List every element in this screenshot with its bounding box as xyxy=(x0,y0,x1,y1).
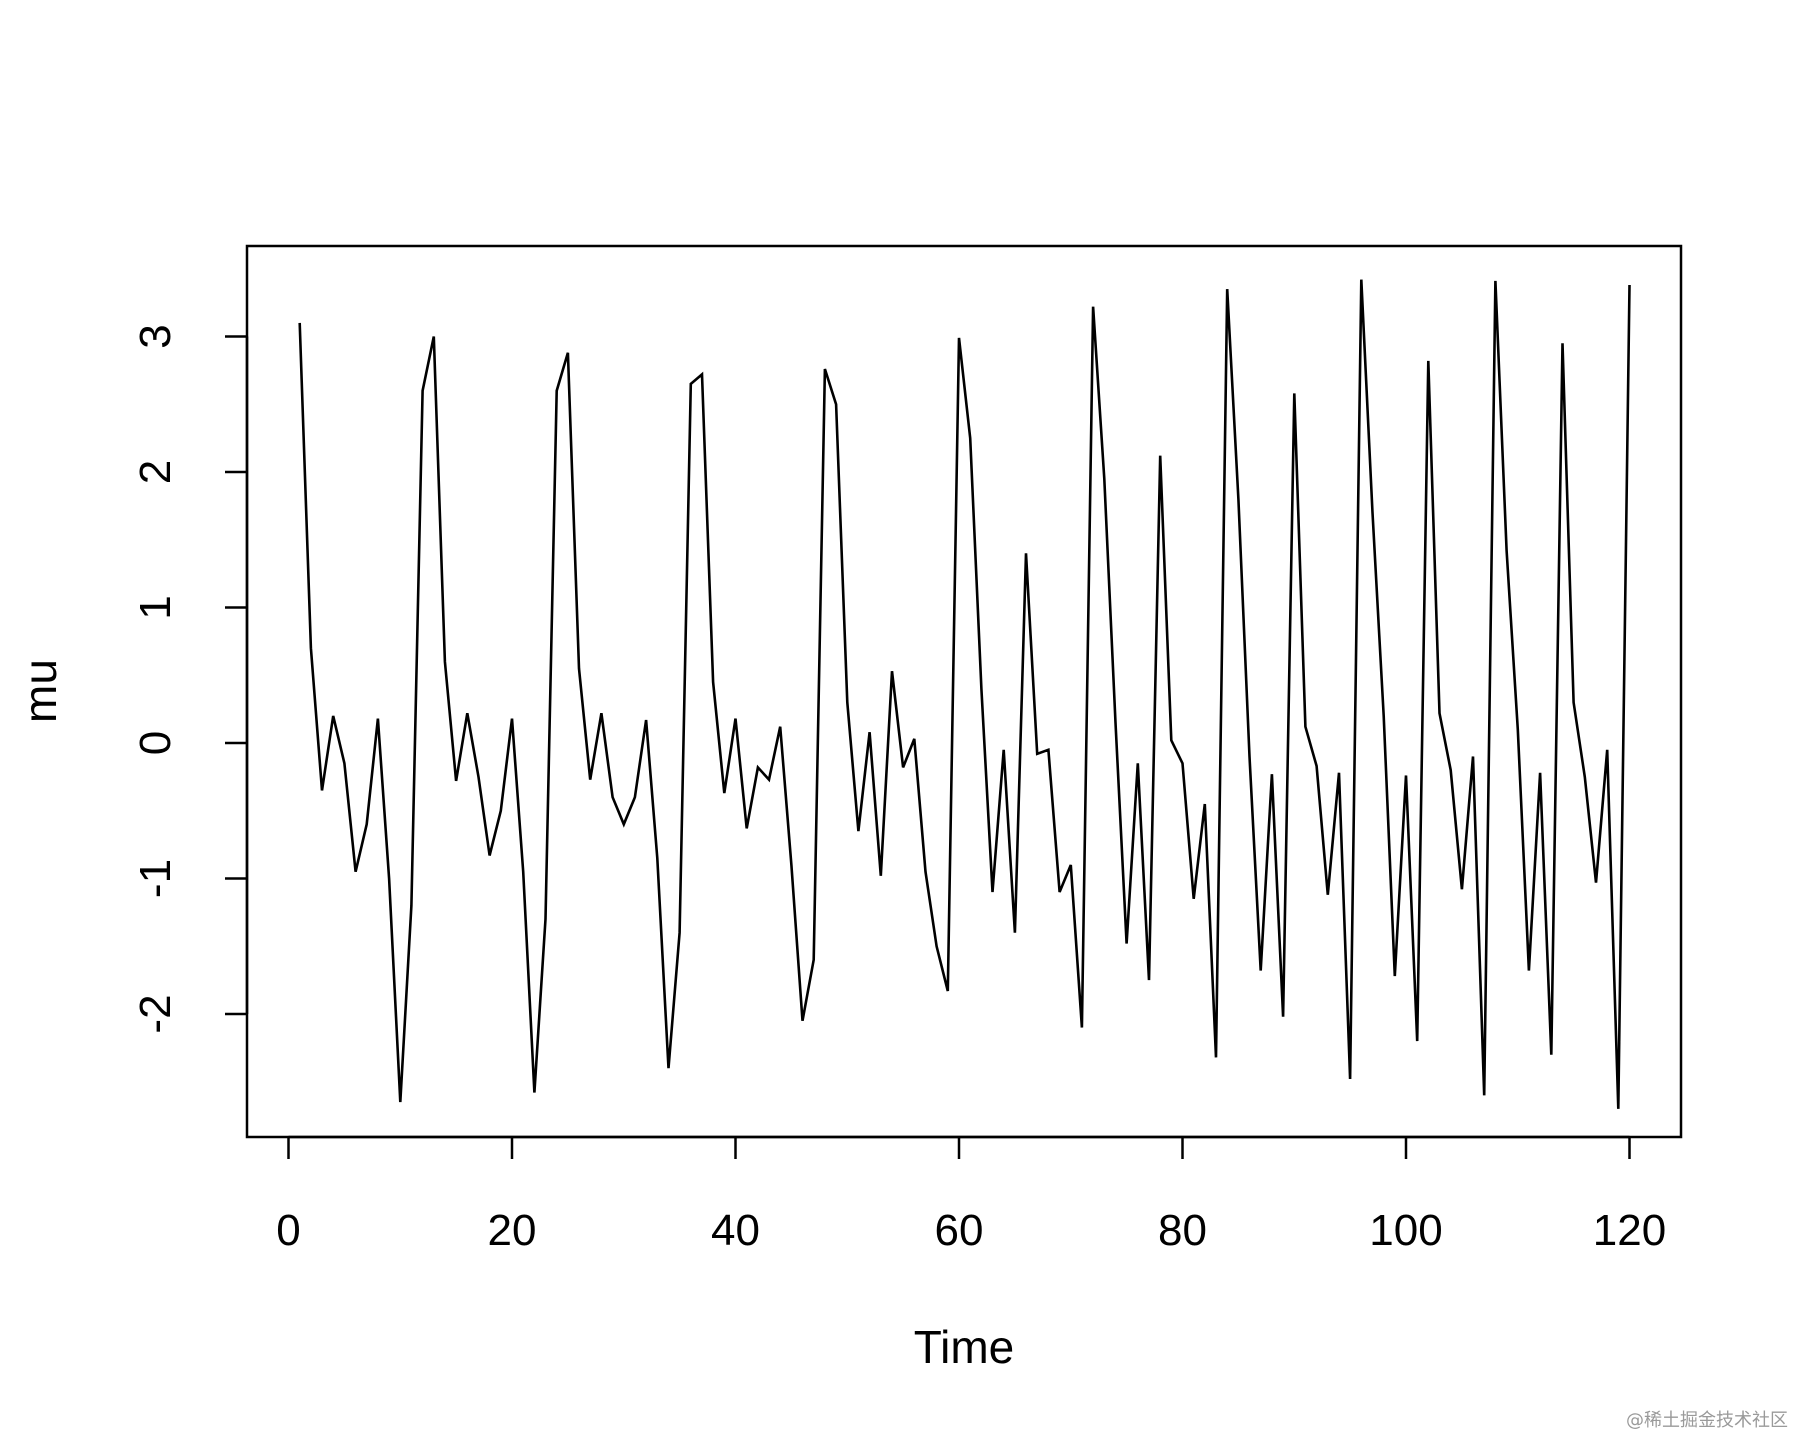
x-tick-label: 0 xyxy=(276,1206,300,1255)
y-axis: -2 -1 0 1 2 3 xyxy=(131,324,249,1034)
y-tick-label: 0 xyxy=(131,731,180,755)
y-tick-label: -2 xyxy=(131,994,180,1033)
x-tick-label: 120 xyxy=(1593,1206,1666,1255)
watermark-text: @稀土掘金技术社区 xyxy=(1626,1410,1788,1431)
y-tick-label: -1 xyxy=(131,859,180,898)
x-tick-label: 80 xyxy=(1158,1206,1207,1255)
x-tick-label: 40 xyxy=(711,1206,760,1255)
x-axis-title: Time xyxy=(914,1321,1015,1373)
x-tick-label: 20 xyxy=(488,1206,537,1255)
y-axis-title: mu xyxy=(14,659,66,723)
x-tick-label: 100 xyxy=(1369,1206,1442,1255)
x-tick-label: 60 xyxy=(935,1206,984,1255)
y-tick-label: 3 xyxy=(131,324,180,348)
y-tick-label: 1 xyxy=(131,595,180,619)
x-axis: 0 20 40 60 80 100 120 xyxy=(276,1135,1666,1255)
y-tick-label: 2 xyxy=(131,460,180,484)
series-line xyxy=(298,279,1631,1109)
